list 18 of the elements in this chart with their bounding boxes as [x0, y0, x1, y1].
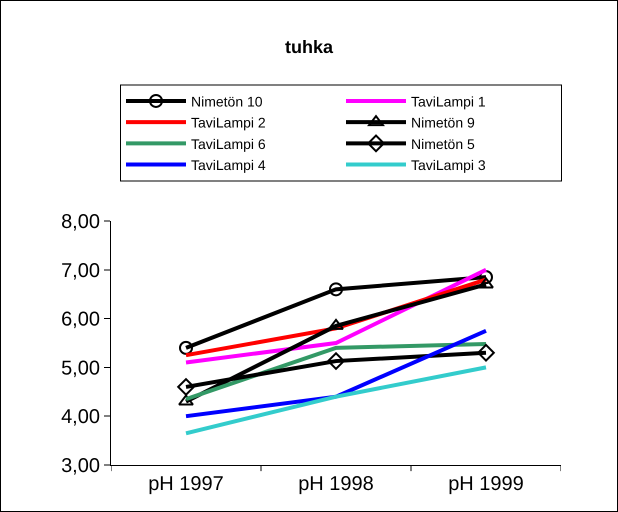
legend-label: TaviLampi 1: [411, 93, 486, 110]
legend-label: Nimetön 5: [411, 136, 476, 152]
legend-label: TaviLampi 6: [191, 136, 266, 152]
x-tick-label: pH 1997: [148, 473, 224, 495]
y-tick-label: 4,00: [61, 406, 100, 428]
legend-label: Nimetön 10: [191, 93, 263, 110]
legend-label: TaviLampi 4: [191, 157, 266, 174]
y-tick-label: 3,00: [61, 455, 100, 477]
chart-title: tuhka: [284, 37, 334, 58]
y-tick-label: 8,00: [61, 211, 100, 233]
y-tick-label: 7,00: [61, 260, 100, 282]
legend-label: Nimetön 9: [411, 114, 476, 131]
y-tick-label: 5,00: [61, 357, 100, 380]
x-tick-label: pH 1998: [298, 473, 374, 495]
x-tick-label: pH 1999: [448, 473, 524, 495]
legend-label: TaviLampi 3: [411, 157, 486, 174]
legend-label: TaviLampi 2: [191, 114, 266, 131]
y-tick-label: 6,00: [61, 308, 100, 331]
